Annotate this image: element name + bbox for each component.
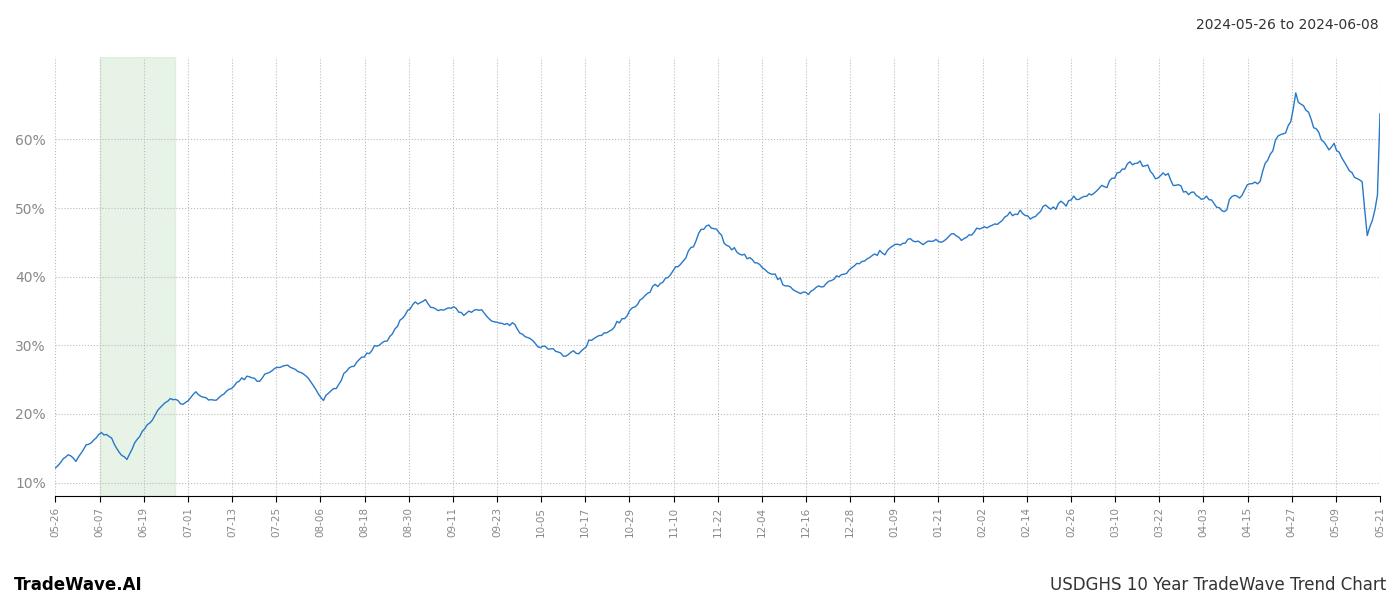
Text: USDGHS 10 Year TradeWave Trend Chart: USDGHS 10 Year TradeWave Trend Chart	[1050, 576, 1386, 594]
Text: TradeWave.AI: TradeWave.AI	[14, 576, 143, 594]
Text: 2024-05-26 to 2024-06-08: 2024-05-26 to 2024-06-08	[1197, 18, 1379, 32]
Bar	[99, 57, 175, 496]
